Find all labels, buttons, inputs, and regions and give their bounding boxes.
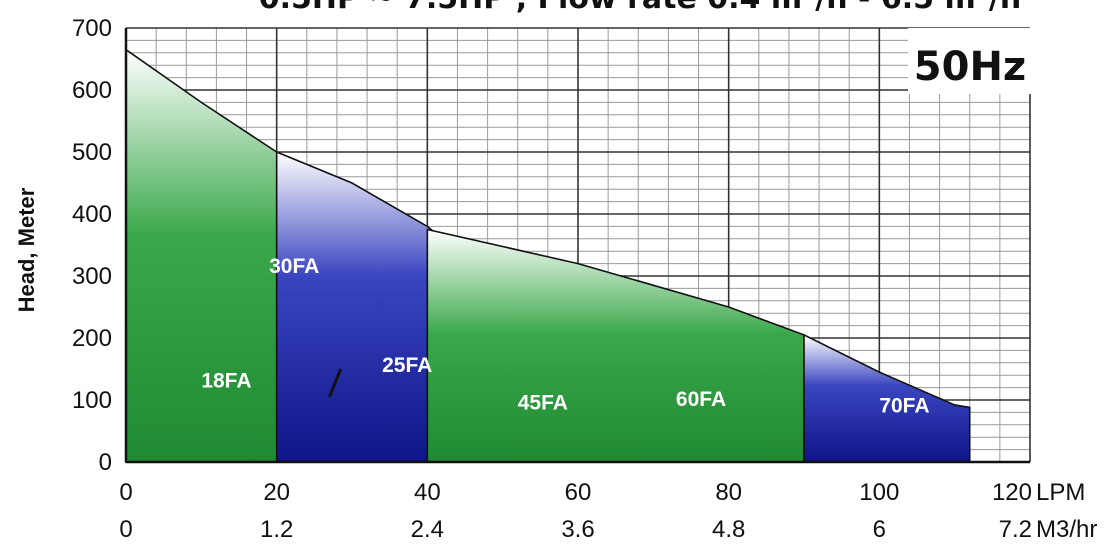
frequency-badge: 50Hz (914, 44, 1026, 90)
x-tick-label-lpm: 40 (414, 479, 441, 506)
frequency-badge-box (908, 28, 1032, 94)
series-label-30fa: 30FA (269, 255, 319, 278)
x-axis-unit-m3hr: M3/hr (1036, 516, 1097, 543)
y-tick-label: 300 (72, 263, 112, 290)
axes (124, 28, 1030, 464)
x-tick-label-m3hr: 0 (119, 516, 132, 543)
x-tick-label-m3hr: 6 (873, 516, 886, 543)
series-label-70fa: 70FA (879, 394, 929, 417)
series-label-60fa: 60FA (676, 388, 726, 411)
x-tick-label-lpm: 0 (119, 479, 132, 506)
series-label-18fa: 18FA (201, 370, 251, 393)
y-tick-label: 100 (72, 387, 112, 414)
series-area-60fa (426, 228, 805, 463)
x-tick-label-m3hr: 2.4 (411, 516, 444, 543)
y-tick-label: 500 (72, 139, 112, 166)
tick-labels: 010020030040050060070000201.2402.4603.68… (72, 15, 1032, 543)
y-axis-title: Head, Meter (14, 187, 39, 312)
y-tick-label: 400 (72, 201, 112, 228)
x-tick-label-lpm: 60 (565, 479, 592, 506)
x-tick-label-lpm: 20 (263, 479, 290, 506)
series-labels: 18FA 25FA 30FA 45FA 60FA 70FA (201, 255, 929, 418)
y-tick-label: 200 (72, 325, 112, 352)
y-tick-label: 0 (99, 449, 112, 476)
y-tick-label: 700 (72, 15, 112, 42)
x-tick-label-m3hr: 4.8 (712, 516, 745, 543)
x-tick-label-lpm: 80 (715, 479, 742, 506)
series-areas (125, 48, 971, 463)
y-tick-label: 600 (72, 77, 112, 104)
series-label-25fa: 25FA (382, 354, 432, 377)
x-tick-label-lpm: 120 (992, 479, 1032, 506)
series-label-45fa: 45FA (518, 391, 568, 414)
x-tick-label-m3hr: 3.6 (561, 516, 594, 543)
x-axis-unit-lpm: LPM (1036, 479, 1085, 506)
series-pointer-25fa (328, 368, 343, 398)
chart-title-fragment: 0.5HP ~ 7.5HP , Flow rate 0.4 m³/h - 6.5… (259, 0, 1021, 16)
x-tick-label-lpm: 100 (859, 479, 899, 506)
x-tick-label-m3hr: 1.2 (260, 516, 293, 543)
x-tick-label-m3hr: 7.2 (999, 516, 1032, 543)
